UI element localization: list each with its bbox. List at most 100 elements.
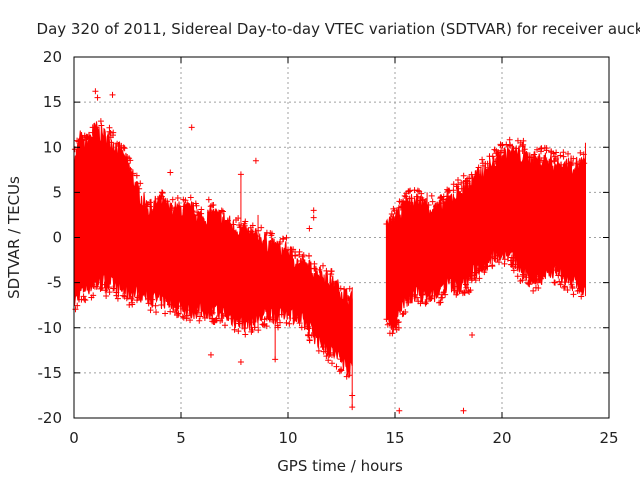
data-marker	[183, 315, 190, 322]
data-marker	[428, 192, 435, 199]
data-marker	[417, 300, 424, 307]
data-marker	[214, 213, 221, 220]
data-marker	[450, 187, 457, 194]
data-marker	[569, 160, 576, 167]
data-marker	[398, 203, 405, 210]
data-marker	[561, 273, 568, 280]
data-marker	[224, 217, 231, 224]
data-marker	[581, 160, 588, 167]
data-marker	[127, 166, 134, 173]
data-marker	[414, 187, 421, 194]
y-tick-label: -5	[47, 274, 62, 292]
data-marker	[102, 287, 109, 294]
data-marker	[74, 137, 81, 144]
data-marker	[337, 356, 344, 363]
data-marker	[396, 198, 403, 205]
data-marker	[537, 145, 544, 152]
data-marker	[286, 320, 293, 327]
data-marker	[411, 293, 418, 300]
data-marker	[297, 257, 304, 264]
data-marker	[510, 263, 517, 270]
data-marker	[437, 299, 444, 306]
data-marker	[328, 271, 335, 278]
data-marker	[93, 124, 100, 131]
data-marker	[196, 317, 203, 324]
y-axis-label: SDTVAR / TECUs	[5, 176, 23, 299]
data-marker	[576, 287, 583, 294]
axis-ticks: 0 5 10 15 20 25 -20 -15 -10 -5 0 5 10 15 20	[38, 48, 619, 447]
data-marker	[444, 186, 451, 193]
data-band-evening	[385, 143, 586, 334]
data-marker	[402, 202, 409, 209]
data-marker	[187, 317, 194, 324]
data-marker	[88, 294, 95, 301]
data-marker	[235, 328, 242, 335]
data-marker	[560, 149, 567, 156]
data-marker	[485, 164, 492, 171]
data-marker	[146, 199, 153, 206]
data-marker	[247, 224, 254, 231]
outlier-marker	[520, 137, 527, 144]
data-marker	[298, 324, 305, 331]
data-marker	[475, 164, 482, 171]
data-marker	[161, 200, 168, 207]
outlier-marker	[188, 124, 195, 131]
data-marker	[562, 279, 569, 286]
outlier-marker	[310, 214, 317, 221]
data-marker	[80, 293, 87, 300]
data-marker	[345, 295, 352, 302]
data-marker	[244, 228, 251, 235]
data-marker	[207, 203, 214, 210]
data-marker	[420, 291, 427, 298]
data-marker	[126, 155, 133, 162]
y-tick-label: 20	[43, 48, 62, 66]
data-marker	[75, 138, 82, 145]
data-marker	[442, 291, 449, 298]
outlier-marker	[349, 404, 356, 411]
outlier-marker	[460, 407, 467, 414]
x-tick-label: 10	[278, 429, 297, 447]
data-marker	[506, 136, 513, 143]
x-tick-label: 15	[385, 429, 404, 447]
data-marker	[458, 179, 465, 186]
data-marker	[320, 348, 327, 355]
data-marker	[165, 297, 172, 304]
data-marker	[283, 234, 290, 241]
data-marker	[145, 295, 152, 302]
y-tick-label: 5	[52, 183, 62, 201]
data-marker	[274, 241, 281, 248]
data-marker	[419, 291, 426, 298]
outlier-marker	[306, 225, 313, 232]
data-marker	[230, 221, 237, 228]
data-marker	[187, 194, 194, 201]
data-marker	[290, 246, 297, 253]
data-marker	[137, 180, 144, 187]
data-marker	[152, 302, 159, 309]
data-marker	[280, 236, 287, 243]
data-marker	[305, 332, 312, 339]
data-marker	[440, 196, 447, 203]
data-marker	[561, 283, 568, 290]
data-marker	[341, 286, 348, 293]
data-marker	[525, 280, 532, 287]
data-marker	[192, 200, 199, 207]
data-marker	[84, 133, 91, 140]
outlier-marker	[252, 157, 259, 164]
data-marker	[557, 152, 564, 159]
data-marker	[219, 208, 226, 215]
data-marker	[333, 284, 340, 291]
data-marker	[463, 284, 470, 291]
data-marker	[189, 207, 196, 214]
data-marker	[184, 312, 191, 319]
data-marker	[247, 319, 254, 326]
data-marker	[263, 229, 270, 236]
data-marker	[481, 269, 488, 276]
data-marker	[74, 302, 81, 309]
data-marker	[465, 287, 472, 294]
data-marker	[478, 266, 485, 273]
data-marker	[231, 326, 238, 333]
data-marker	[526, 281, 533, 288]
data-marker	[547, 158, 554, 165]
data-marker	[451, 287, 458, 294]
plot-frame	[73, 56, 610, 419]
